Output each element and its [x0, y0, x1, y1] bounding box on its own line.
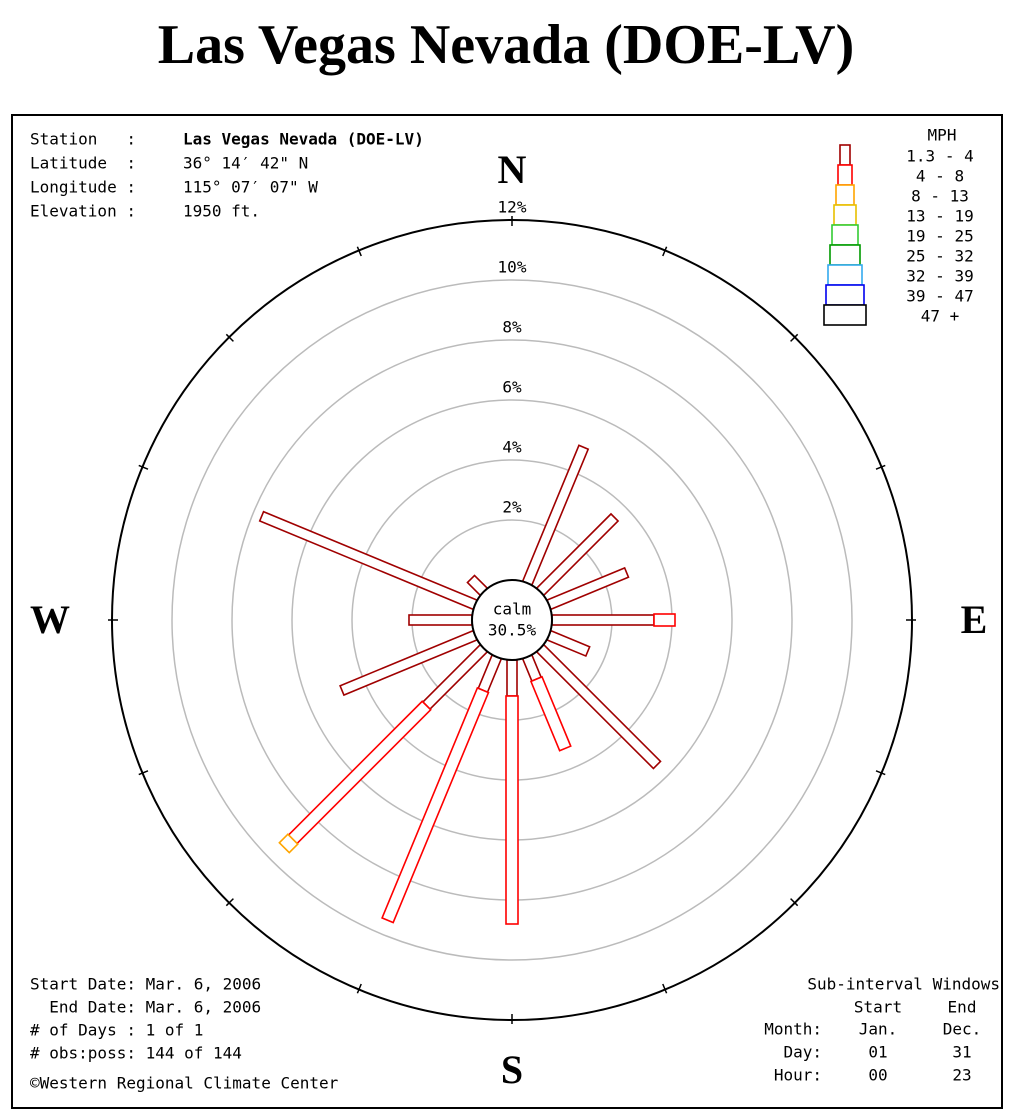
r-tick-label: 10%	[498, 258, 527, 277]
legend-swatch	[831, 224, 859, 246]
windows-title: Sub-interval Windows	[807, 975, 1000, 994]
r-tick-label: 12%	[498, 198, 527, 217]
calm-label: calm	[493, 600, 532, 619]
info-value: 1950 ft.	[183, 202, 260, 221]
calm-value: 30.5%	[488, 621, 537, 640]
direction-tick	[875, 464, 886, 470]
direction-tick	[662, 983, 668, 994]
compass-label: W	[30, 597, 70, 642]
windows-header: End	[948, 998, 977, 1017]
windows-cell: 01	[868, 1043, 887, 1062]
calm-circle	[471, 579, 553, 661]
period-line: # obs:poss: 144 of 144	[30, 1044, 242, 1063]
legend-label: 32 - 39	[906, 267, 973, 286]
info-label: Elevation :	[30, 202, 136, 221]
legend-swatch	[839, 144, 851, 166]
windows-row-label: Day:	[783, 1043, 822, 1062]
direction-tick	[662, 246, 668, 257]
direction-tick	[790, 898, 799, 907]
legend-label: 39 - 47	[906, 287, 973, 306]
legend-swatch	[825, 284, 865, 306]
info-value: 36° 14′ 42" N	[183, 154, 308, 173]
frame	[11, 114, 1003, 1109]
wind-bar-segment	[381, 686, 490, 924]
legend-label: 47 +	[921, 307, 960, 326]
direction-tick	[875, 770, 886, 776]
windows-header: Start	[854, 998, 902, 1017]
legend-label: 25 - 32	[906, 247, 973, 266]
legend-swatch	[827, 264, 863, 286]
credit: ©Western Regional Climate Center	[30, 1074, 339, 1093]
wind-bar-segment	[521, 653, 543, 683]
windows-cell: 00	[868, 1066, 887, 1085]
direction-tick	[356, 983, 362, 994]
wind-bar-segment	[339, 629, 479, 697]
legend-swatch	[835, 184, 855, 206]
windows-cell: 23	[952, 1066, 971, 1085]
direction-tick	[138, 464, 149, 470]
direction-tick	[790, 333, 799, 342]
legend-label: 1.3 - 4	[906, 147, 973, 166]
info-label: Station :	[30, 130, 136, 149]
compass-label: S	[501, 1047, 523, 1092]
legend-swatch	[823, 304, 867, 326]
info-value: 115° 07′ 07" W	[183, 178, 318, 197]
windows-cell: Jan.	[859, 1020, 898, 1039]
legend-label: 8 - 13	[911, 187, 969, 206]
direction-tick	[225, 333, 234, 342]
period-line: End Date: Mar. 6, 2006	[30, 998, 261, 1017]
wind-bar-segment	[545, 629, 591, 658]
wind-bar-segment	[551, 614, 655, 626]
grid-ring	[171, 279, 853, 961]
r-tick-label: 4%	[502, 438, 522, 457]
wind-bar-segment	[529, 675, 572, 752]
chart-title: Las Vegas Nevada (DOE-LV)	[158, 14, 854, 76]
direction-tick	[356, 246, 362, 257]
info-value: Las Vegas Nevada (DOE-LV)	[183, 130, 424, 149]
compass-label: N	[498, 147, 527, 192]
direction-tick	[138, 770, 149, 776]
legend-swatch	[833, 204, 857, 226]
compass-label: E	[961, 597, 988, 642]
legend-label: 13 - 19	[906, 207, 973, 226]
period-line: # of Days : 1 of 1	[30, 1021, 203, 1040]
wind-bar-segment	[505, 695, 519, 925]
legend-swatch	[829, 244, 861, 266]
period-line: Start Date: Mar. 6, 2006	[30, 975, 261, 994]
wind-bar-segment	[477, 653, 503, 694]
windows-row-label: Hour:	[774, 1066, 822, 1085]
wind-bar-segment	[287, 700, 432, 845]
wind-bar-segment	[278, 833, 299, 854]
info-label: Latitude :	[30, 154, 136, 173]
r-tick-label: 6%	[502, 378, 522, 397]
wind-bar-segment	[258, 510, 479, 611]
info-label: Longitude :	[30, 178, 136, 197]
wind-bar-segment	[408, 614, 473, 626]
wind-bar-segment	[535, 643, 662, 770]
wind-bar-segment	[653, 613, 676, 627]
windows-cell: Dec.	[943, 1020, 982, 1039]
legend-title: MPH	[928, 126, 957, 145]
windows-row-label: Month:	[764, 1020, 822, 1039]
legend-swatch	[837, 164, 853, 186]
r-tick-label: 8%	[502, 318, 522, 337]
legend-label: 19 - 25	[906, 227, 973, 246]
windows-cell: 31	[952, 1043, 971, 1062]
r-tick-label: 2%	[502, 498, 522, 517]
wind-bar-segment	[506, 659, 518, 697]
direction-tick	[225, 898, 234, 907]
legend-label: 4 - 8	[916, 167, 964, 186]
